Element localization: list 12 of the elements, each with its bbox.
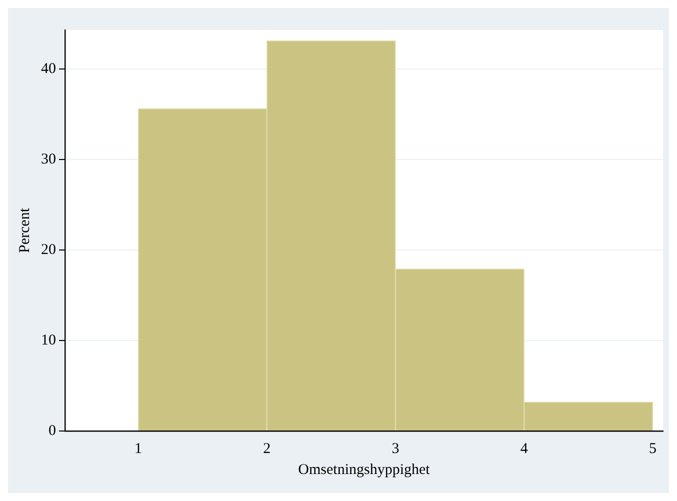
y-tick-label: 0 <box>48 422 56 439</box>
y-tick-label: 10 <box>41 332 56 348</box>
x-tick-label: 3 <box>392 440 400 457</box>
y-tick-label: 40 <box>41 60 56 77</box>
x-tick-label: 4 <box>520 440 528 457</box>
y-axis-title: Percent <box>16 207 33 253</box>
x-tick-label: 2 <box>263 440 271 457</box>
x-axis-title: Omsetningshyppighet <box>298 462 431 478</box>
x-tick-label: 5 <box>648 440 656 457</box>
y-tick-label: 30 <box>41 151 56 168</box>
y-tick-label: 20 <box>41 242 56 258</box>
x-tick-label: 1 <box>134 440 142 457</box>
